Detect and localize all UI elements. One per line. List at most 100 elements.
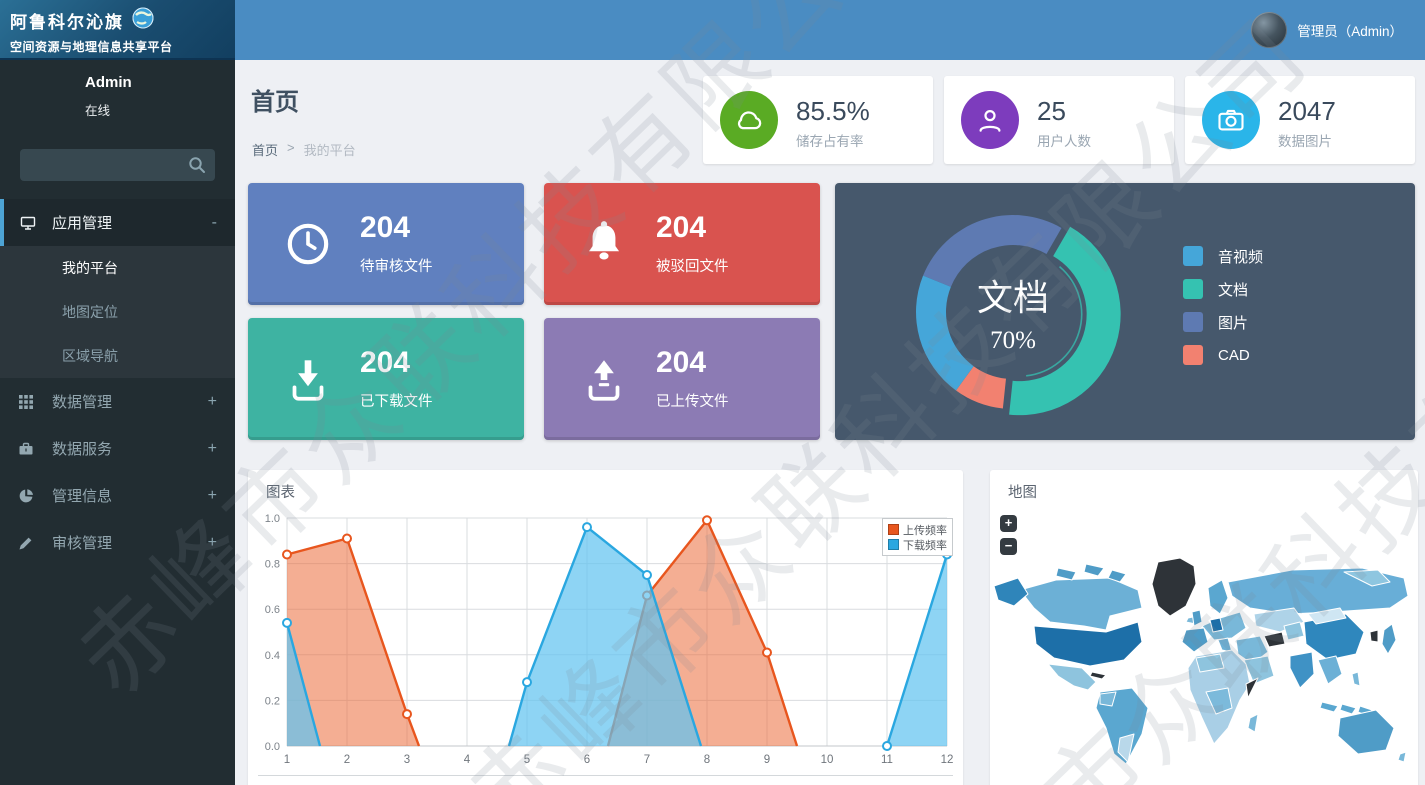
svg-text:0.2: 0.2: [265, 695, 280, 707]
svg-text:5: 5: [524, 754, 530, 766]
clock-icon: [281, 217, 335, 271]
menu-expand-icon: -: [211, 213, 217, 231]
sidebar-item-审核管理[interactable]: 审核管理 +: [0, 519, 235, 566]
donut-chart-panel: 文档 70% 音视频 文档 图片 CAD: [835, 183, 1415, 440]
sidebar-item-管理信息[interactable]: 管理信息 +: [0, 472, 235, 519]
sidebar-item-label: 数据管理: [52, 394, 113, 411]
summary-value: 204: [360, 211, 411, 244]
svg-text:3: 3: [404, 754, 410, 766]
summary-value: 204: [656, 211, 707, 244]
search-input[interactable]: [20, 149, 215, 181]
stat-label: 数据图片: [1278, 134, 1332, 149]
stat-label: 用户人数: [1037, 134, 1091, 149]
summary-card-已下载文件[interactable]: 204 已下载文件: [248, 318, 524, 440]
menu-expand-icon: +: [207, 533, 217, 551]
svg-text:0.0: 0.0: [265, 741, 280, 753]
data-point: [642, 570, 652, 580]
summary-card-已上传文件[interactable]: 204 已上传文件: [544, 318, 820, 440]
donut-chart: [916, 215, 1121, 416]
breadcrumb-separator: >: [287, 140, 295, 155]
data-point: [522, 677, 532, 688]
data-point: [342, 533, 352, 544]
data-point: [282, 617, 292, 628]
summary-card-被驳回文件[interactable]: 204 被驳回文件: [544, 183, 820, 305]
brand-title: 阿鲁科尔沁旗: [10, 13, 124, 32]
line-chart: 0.00.20.40.60.81.01 2 3 4 5 6 7 8 9 10 11 12: [265, 513, 954, 766]
svg-text:9: 9: [764, 754, 770, 766]
top-navbar: 管理员（Admin）: [235, 0, 1425, 60]
stat-cards-row: 85.5% 储存占有率 25 用户人数 2047 数据图片: [703, 76, 1415, 164]
data-point: [282, 549, 292, 560]
chart-separator: [258, 775, 953, 776]
svg-text:10: 10: [821, 754, 834, 766]
line-chart-legend: 上传频率 下载频率: [882, 518, 953, 556]
legend-swatch: [888, 524, 899, 535]
sidebar: Admin 在线 应用管理 - 我的平台 地图定位 区域导航 数据管理 + 数据服务 + 管理信息…: [0, 60, 235, 785]
stat-value: 25: [1037, 96, 1066, 126]
data-point: [882, 741, 892, 751]
pencil-icon: [0, 535, 52, 551]
sidebar-item-应用管理[interactable]: 应用管理 -: [0, 199, 235, 246]
chart-panel-title: 图表: [266, 485, 295, 501]
legend-label: 上传频率: [903, 524, 947, 537]
map-zoom-in-button[interactable]: +: [1000, 515, 1017, 532]
donut-legend-item: 音视频: [1183, 245, 1263, 267]
breadcrumb: 首页 > 我的平台: [252, 140, 356, 159]
search-icon[interactable]: [188, 156, 206, 174]
donut-legend-item: 文档: [1183, 278, 1263, 300]
line-legend-item: 下载频率: [888, 537, 947, 552]
stat-value: 85.5%: [796, 96, 870, 126]
svg-text:1: 1: [284, 754, 290, 766]
legend-label: CAD: [1218, 346, 1250, 364]
legend-swatch: [1183, 246, 1203, 266]
summary-value: 204: [360, 346, 411, 379]
summary-card-待审核文件[interactable]: 204 待审核文件: [248, 183, 524, 305]
menu-expand-icon: +: [207, 486, 217, 504]
sidebar-user-name: Admin: [85, 74, 132, 91]
summary-label: 待审核文件: [360, 259, 433, 275]
line-下载频率: [285, 622, 322, 747]
sidebar-item-label: 应用管理: [52, 215, 113, 232]
brand-subtitle: 空间资源与地理信息共享平台: [10, 40, 173, 54]
data-point: [762, 647, 772, 658]
donut-segment-文档: [1009, 226, 1121, 416]
map-zoom-out-button[interactable]: −: [1000, 538, 1017, 555]
legend-label: 图片: [1218, 314, 1249, 332]
line-下载频率: [885, 554, 949, 747]
stat-label: 储存占有率: [796, 134, 864, 149]
legend-label: 文档: [1218, 281, 1249, 299]
sidebar-item-数据服务[interactable]: 数据服务 +: [0, 425, 235, 472]
donut-segment-图片: [923, 215, 1062, 287]
stat-card: 25 用户人数: [944, 76, 1174, 164]
summary-label: 已上传文件: [656, 394, 729, 410]
download-icon: [281, 352, 335, 406]
map-panel-title: 地图: [1008, 485, 1037, 501]
legend-swatch: [1183, 345, 1203, 365]
legend-swatch: [888, 539, 899, 550]
donut-legend-item: 图片: [1183, 311, 1263, 333]
upload-icon: [577, 352, 631, 406]
submenu-item-区域导航[interactable]: 区域导航: [62, 348, 118, 364]
header-user-menu[interactable]: 管理员（Admin）: [1251, 0, 1403, 60]
data-point: [582, 522, 592, 533]
stat-card: 85.5% 储存占有率: [703, 76, 933, 164]
brand-block[interactable]: 阿鲁科尔沁旗 空间资源与地理信息共享平台: [0, 0, 235, 60]
breadcrumb-home[interactable]: 首页: [252, 143, 279, 158]
svg-text:0.4: 0.4: [265, 650, 280, 662]
svg-text:8: 8: [704, 754, 710, 766]
camera-icon: [1202, 91, 1260, 149]
svg-text:4: 4: [464, 754, 471, 766]
donut-segment-CAD: [955, 366, 1006, 409]
header-avatar[interactable]: [1251, 12, 1288, 48]
summary-value: 204: [656, 346, 707, 379]
world-map[interactable]: [992, 556, 1416, 785]
pie-icon: [0, 488, 52, 504]
submenu-item-我的平台[interactable]: 我的平台: [62, 260, 118, 276]
submenu-item-地图定位[interactable]: 地图定位: [62, 304, 118, 320]
donut-segment-音视频: [916, 275, 974, 391]
svg-text:0.8: 0.8: [265, 559, 280, 571]
sidebar-item-label: 审核管理: [52, 535, 113, 552]
legend-swatch: [1183, 279, 1203, 299]
sidebar-item-数据管理[interactable]: 数据管理 +: [0, 378, 235, 425]
